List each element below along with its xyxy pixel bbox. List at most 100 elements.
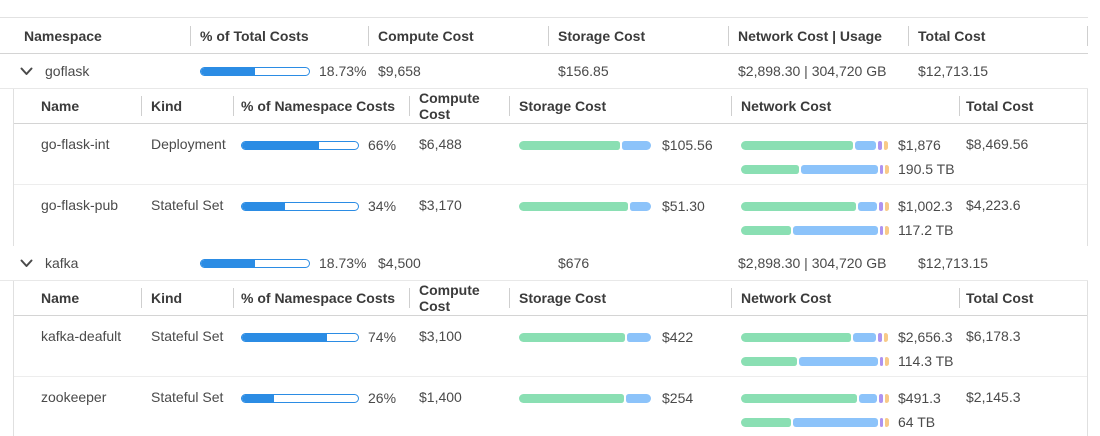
workload-network-cell: $491.3 64 TB bbox=[731, 389, 959, 431]
chevron-down-icon[interactable] bbox=[20, 259, 33, 268]
network-usage-value: 64 TB bbox=[898, 414, 936, 430]
storage-cost-bar bbox=[519, 201, 653, 211]
storage-cost-value: $51.30 bbox=[662, 198, 705, 214]
workload-pct-cell: 66% bbox=[233, 136, 409, 154]
workload-network-cell: $1,876 190.5 TB bbox=[731, 136, 959, 178]
bar-segment bbox=[798, 356, 879, 366]
column-header-pct-namespace-costs: % of Namespace Costs bbox=[233, 290, 409, 306]
workload-network-cell: $2,656.3 114.3 TB bbox=[731, 328, 959, 370]
cost-table: Namespace % of Total Costs Compute Cost … bbox=[0, 17, 1088, 436]
column-header-total-cost: Total Cost bbox=[908, 28, 1088, 44]
bar-segment bbox=[625, 393, 651, 403]
bar-segment bbox=[741, 356, 797, 366]
table-body: goflask 18.73% $9,658 $156.85 $2,898.30 … bbox=[0, 54, 1088, 436]
workload-storage-cell: $105.56 bbox=[509, 136, 731, 154]
bar-segment bbox=[852, 332, 877, 342]
column-header-compute-cost: Compute Cost bbox=[409, 90, 509, 122]
network-usage-bar bbox=[741, 356, 889, 366]
namespace-row[interactable]: goflask 18.73% $9,658 $156.85 $2,898.30 … bbox=[0, 54, 1088, 89]
bar-segment bbox=[857, 201, 877, 211]
bar-segment bbox=[621, 140, 651, 150]
workload-storage-cell: $254 bbox=[509, 389, 731, 407]
namespace-total-cost: $12,713.15 bbox=[918, 255, 989, 271]
column-header-network-cost: Network Cost bbox=[731, 290, 959, 306]
pct-namespace-costs-bar bbox=[241, 332, 359, 342]
bar-segment bbox=[793, 417, 879, 427]
namespace-row[interactable]: kafka 18.73% $4,500 $676 $2,898.30 | 304… bbox=[0, 246, 1088, 281]
workload-network-cell: $1,002.3 117.2 TB bbox=[731, 197, 959, 239]
network-cost-value: $1,876 bbox=[898, 137, 941, 153]
bar-segment bbox=[741, 140, 854, 150]
pct-namespace-costs-bar bbox=[241, 393, 359, 403]
column-header-compute-cost: Compute Cost bbox=[409, 282, 509, 314]
network-cost-bar bbox=[741, 201, 889, 211]
bar-segment bbox=[878, 201, 883, 211]
workload-total-cost: $8,469.56 bbox=[966, 136, 1029, 152]
network-cost-bar bbox=[741, 332, 889, 342]
chevron-down-icon[interactable] bbox=[20, 67, 33, 76]
column-header-total-cost: Total Cost bbox=[959, 290, 1089, 306]
workload-total-cost: $2,145.3 bbox=[966, 389, 1021, 405]
network-usage-bar bbox=[741, 417, 889, 427]
workload-compute-cost: $1,400 bbox=[419, 389, 462, 405]
workload-compute-cost: $3,100 bbox=[419, 328, 462, 344]
pct-namespace-costs-value: 66% bbox=[368, 137, 397, 153]
workload-storage-cell: $422 bbox=[509, 328, 731, 346]
namespace-name: kafka bbox=[45, 255, 79, 271]
storage-cost-bar bbox=[519, 140, 653, 150]
namespace-network-cost-usage: $2,898.30 | 304,720 GB bbox=[738, 255, 887, 271]
column-header-kind: Kind bbox=[141, 290, 233, 306]
pct-namespace-costs-bar bbox=[241, 140, 359, 150]
bar-segment bbox=[880, 225, 883, 235]
namespace-total-cost: $12,713.15 bbox=[918, 63, 989, 79]
namespace-compute-cost: $4,500 bbox=[378, 255, 421, 271]
storage-cost-bar bbox=[519, 393, 653, 403]
bar-segment bbox=[519, 393, 624, 403]
column-header-total-cost: Total Cost bbox=[959, 98, 1089, 114]
workload-row: go-flask-int Deployment 66% $6,488 $105.… bbox=[14, 124, 1087, 185]
namespace-name: goflask bbox=[45, 63, 90, 79]
workload-kind: Stateful Set bbox=[151, 197, 224, 213]
column-header-storage-cost: Storage Cost bbox=[548, 28, 728, 44]
storage-cost-value: $105.56 bbox=[662, 137, 713, 153]
workload-storage-cell: $51.30 bbox=[509, 197, 731, 215]
network-usage-bar bbox=[741, 225, 889, 235]
workload-row: kafka-deafult Stateful Set 74% $3,100 $4… bbox=[14, 316, 1087, 377]
bar-segment bbox=[880, 356, 883, 366]
workload-total-cost: $4,223.6 bbox=[966, 197, 1021, 213]
bar-segment bbox=[629, 201, 651, 211]
column-header-name: Name bbox=[41, 98, 80, 114]
workload-row: zookeeper Stateful Set 26% $1,400 $254 $… bbox=[14, 377, 1087, 436]
workload-compute-cost: $6,488 bbox=[419, 136, 462, 152]
bar-segment bbox=[883, 140, 889, 150]
column-header-namespace: Namespace bbox=[24, 27, 102, 44]
column-header-storage-cost: Storage Cost bbox=[509, 98, 731, 114]
column-header-network-cost-usage: Network Cost | Usage bbox=[728, 28, 908, 44]
network-usage-value: 190.5 TB bbox=[898, 161, 955, 177]
workload-name: go-flask-pub bbox=[41, 197, 119, 213]
network-usage-value: 117.2 TB bbox=[898, 222, 954, 238]
bar-segment bbox=[793, 225, 879, 235]
bar-segment bbox=[519, 332, 625, 342]
pct-total-costs-bar bbox=[200, 258, 310, 268]
workload-name: kafka-deafult bbox=[41, 328, 122, 344]
workload-pct-cell: 26% bbox=[233, 389, 409, 407]
workloads-table: Name Kind % of Namespace Costs Compute C… bbox=[13, 281, 1088, 436]
bar-segment bbox=[855, 140, 877, 150]
column-header-kind: Kind bbox=[141, 98, 233, 114]
workload-total-cost: $6,178.3 bbox=[966, 328, 1021, 344]
bar-segment bbox=[883, 332, 889, 342]
namespace-compute-cost: $9,658 bbox=[378, 63, 421, 79]
workload-pct-cell: 34% bbox=[233, 197, 409, 215]
storage-cost-value: $254 bbox=[662, 390, 694, 406]
bar-segment bbox=[519, 140, 620, 150]
network-cost-value: $2,656.3 bbox=[898, 329, 953, 345]
namespace-network-cost-usage: $2,898.30 | 304,720 GB bbox=[738, 63, 887, 79]
bar-segment bbox=[741, 164, 800, 174]
storage-cost-bar bbox=[519, 332, 653, 342]
outer-table-header: Namespace % of Total Costs Compute Cost … bbox=[0, 18, 1088, 54]
bar-segment bbox=[878, 393, 883, 403]
workloads-table-header: Name Kind % of Namespace Costs Compute C… bbox=[14, 281, 1087, 316]
bar-segment bbox=[884, 201, 889, 211]
